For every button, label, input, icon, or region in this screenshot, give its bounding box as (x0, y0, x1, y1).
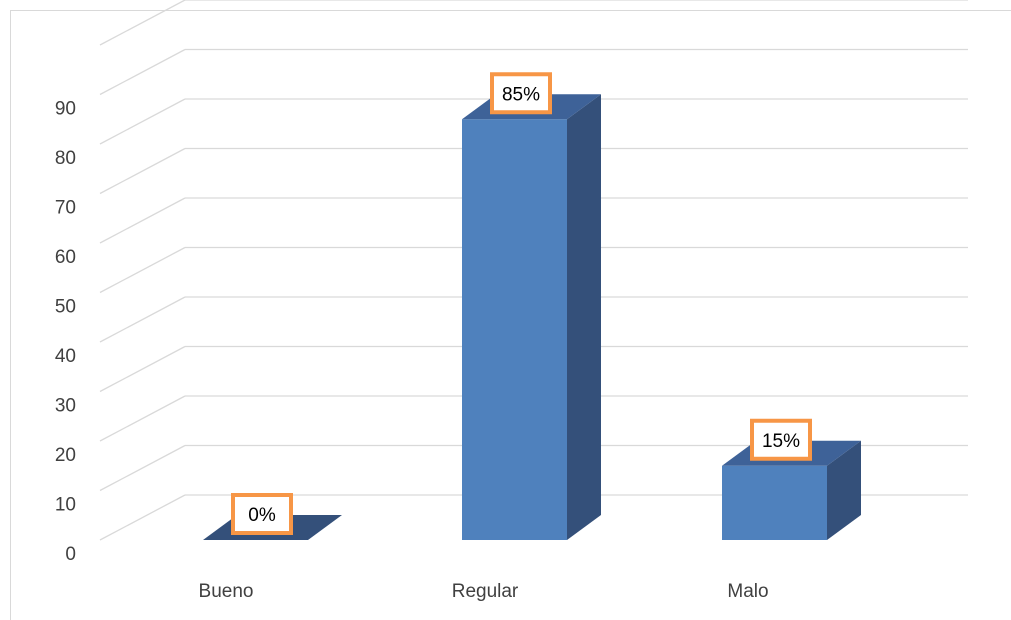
bar-front (462, 119, 567, 540)
data-label: 85% (490, 72, 552, 115)
gridline-side (99, 395, 186, 442)
data-label-text: 0% (248, 505, 276, 526)
data-labels: 0% 85% 15% (231, 72, 812, 535)
data-label-text: 15% (762, 431, 800, 452)
y-tick-label: 0 (65, 544, 76, 565)
bar-malo (722, 440, 861, 540)
y-tick-label: 70 (55, 198, 76, 219)
y-tick-label: 80 (55, 148, 76, 169)
bar-side (567, 94, 601, 540)
y-tick-label: 50 (55, 297, 76, 318)
bar-regular (462, 94, 601, 540)
y-tick-label: 10 (55, 495, 76, 516)
gridline-side (99, 197, 186, 244)
bar-side (827, 440, 861, 540)
gridline-side (99, 0, 186, 46)
x-category-label: Regular (452, 581, 519, 602)
y-tick-label: 40 (55, 346, 76, 367)
x-category-label: Bueno (199, 581, 254, 602)
gridline-side (99, 147, 186, 195)
data-label-box (750, 418, 812, 461)
data-label: 15% (750, 418, 812, 461)
y-tick-label: 60 (55, 247, 76, 268)
gridline-side (99, 48, 186, 96)
y-axis-ticks: 0 10 20 30 40 50 60 70 80 90 (55, 99, 76, 566)
data-label-text: 85% (502, 84, 540, 105)
y-tick-label: 30 (55, 396, 76, 417)
data-label: 0% (231, 493, 293, 535)
gridline-side (99, 246, 186, 294)
bar-front (722, 465, 827, 540)
gridline-side (99, 296, 186, 343)
gridline-side (99, 494, 186, 541)
x-category-label: Malo (727, 581, 768, 602)
gridline-side (99, 345, 186, 393)
gridline-side (99, 98, 186, 145)
data-label-box (231, 493, 293, 535)
gridline-side (99, 444, 186, 492)
data-label-box (490, 72, 552, 115)
x-axis-categories: Bueno Regular Malo (199, 581, 769, 602)
bars (203, 94, 861, 540)
y-tick-label: 20 (55, 445, 76, 466)
y-tick-label: 90 (55, 99, 76, 120)
